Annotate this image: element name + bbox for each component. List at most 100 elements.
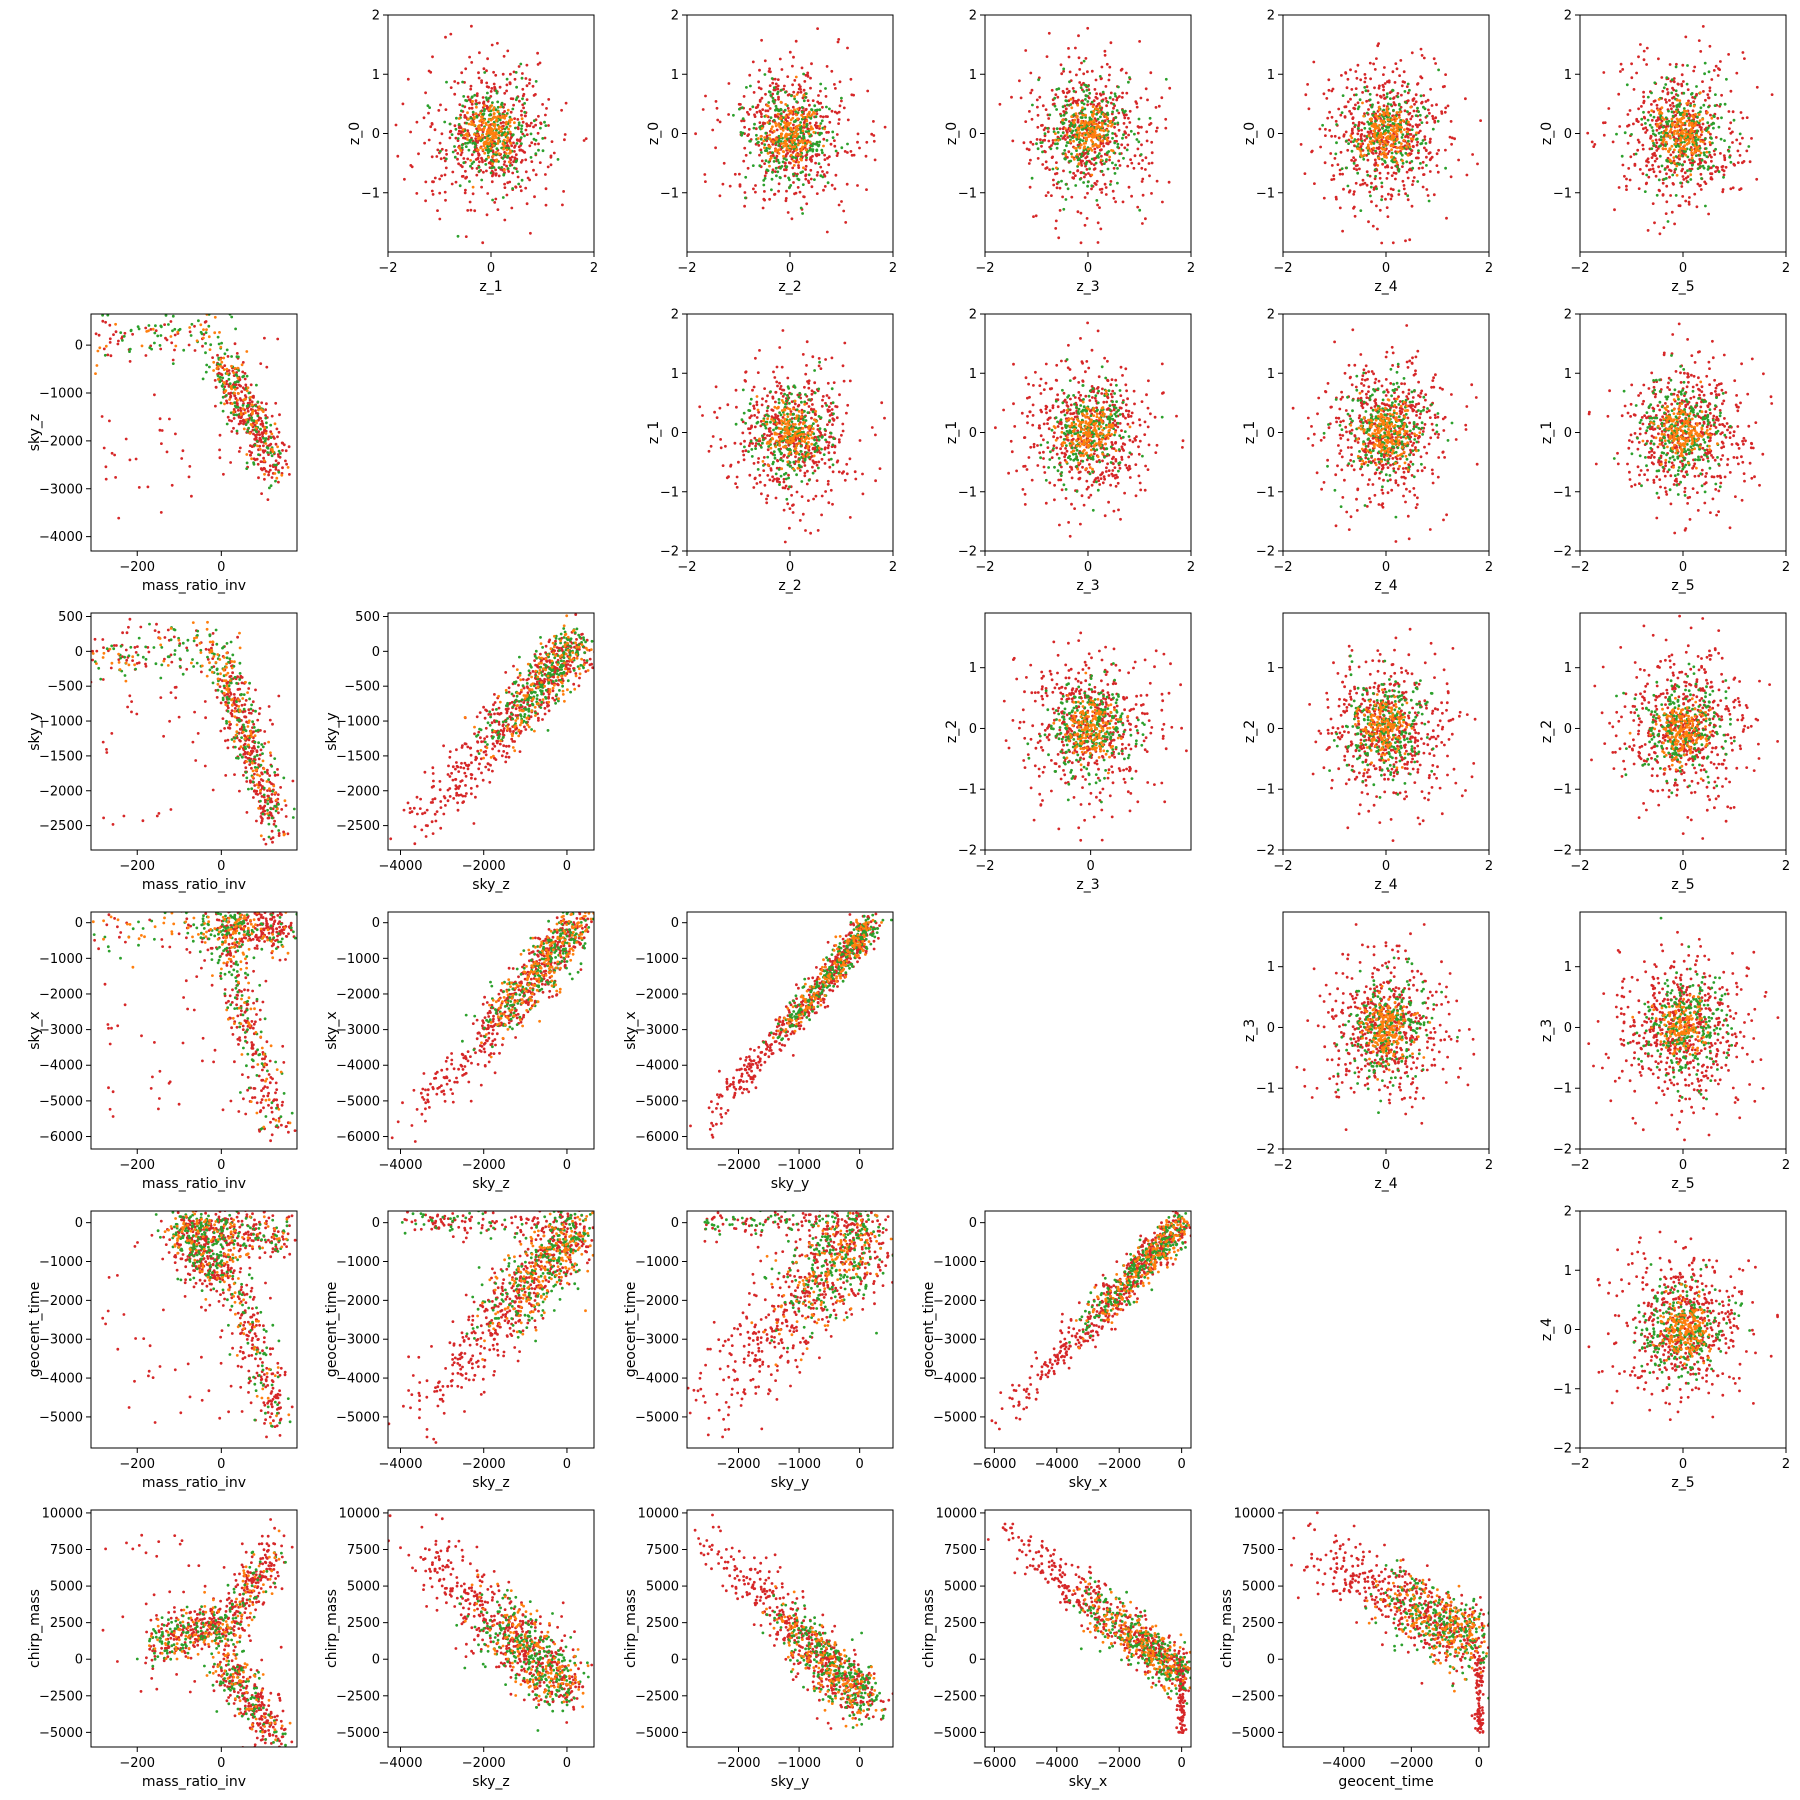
- scatter-point: [1139, 96, 1143, 100]
- scatter-point: [835, 154, 839, 158]
- scatter-point: [801, 129, 805, 133]
- scatter-point: [1326, 116, 1330, 120]
- scatter-point: [258, 444, 262, 448]
- scatter-point: [809, 125, 813, 129]
- scatter-point: [797, 166, 801, 170]
- scatter-point: [796, 117, 799, 121]
- scatter-point: [454, 180, 458, 184]
- scatter-point: [782, 154, 785, 158]
- scatter-point: [784, 142, 788, 146]
- scatter-point: [468, 180, 471, 183]
- scatter-point: [1095, 199, 1099, 202]
- y-tick-label: 0: [969, 127, 977, 142]
- scatter-point: [1661, 140, 1665, 144]
- scatter-point: [1671, 150, 1675, 154]
- scatter-point: [1067, 55, 1071, 59]
- scatter-point: [1083, 107, 1087, 111]
- scatter-point: [1684, 153, 1688, 157]
- scatter-point: [428, 106, 431, 109]
- y-axis-label: z_0: [944, 122, 960, 145]
- scatter-point: [546, 165, 550, 169]
- scatter-point: [457, 132, 460, 136]
- scatter-point: [1092, 135, 1096, 139]
- scatter-point: [1354, 181, 1358, 185]
- scatter-point: [479, 111, 482, 115]
- scatter-point: [752, 187, 755, 191]
- scatter-point: [804, 174, 807, 178]
- scatter-point: [754, 190, 757, 194]
- scatter-point: [1675, 173, 1679, 177]
- scatter-point: [523, 110, 527, 114]
- scatter-point: [1386, 165, 1390, 169]
- scatter-point: [1694, 121, 1698, 124]
- scatter-point: [810, 62, 813, 66]
- scatter-point: [1411, 137, 1415, 141]
- scatter-point: [1684, 176, 1688, 180]
- scatter-point: [1693, 192, 1697, 196]
- scatter-point: [1647, 110, 1651, 114]
- scatter-point: [1398, 110, 1402, 114]
- scatter-point: [1664, 98, 1667, 101]
- scatter-point: [777, 148, 781, 152]
- scatter-point: [1639, 43, 1642, 46]
- scatter-point: [1330, 164, 1334, 167]
- scatter-point: [1684, 129, 1687, 133]
- scatter-point: [1662, 226, 1666, 230]
- scatter-point: [1044, 194, 1048, 198]
- scatter-point: [1723, 102, 1727, 106]
- scatter-point: [1449, 175, 1453, 179]
- scatter-point: [1382, 111, 1386, 114]
- scatter-point: [810, 185, 814, 189]
- scatter-point: [1095, 97, 1099, 100]
- scatter-point: [1411, 125, 1415, 128]
- scatter-points: [394, 24, 588, 245]
- scatter-points: [5, 314, 291, 520]
- scatter-point: [1675, 98, 1679, 102]
- scatter-point: [1331, 87, 1335, 91]
- scatter-point: [846, 46, 849, 50]
- scatter-point: [830, 109, 834, 113]
- scatter-point: [1357, 121, 1361, 124]
- scatter-point: [1137, 117, 1141, 121]
- scatter-point: [783, 174, 787, 178]
- scatter-point: [1699, 172, 1703, 176]
- scatter-point: [1150, 161, 1154, 165]
- scatter-point: [762, 139, 766, 143]
- x-axis-label: z_4: [1374, 279, 1397, 295]
- scatter-point: [1361, 182, 1365, 186]
- scatter-point: [1090, 139, 1093, 142]
- scatter-point: [799, 88, 802, 91]
- scatter-point: [512, 103, 515, 107]
- scatter-point: [1114, 94, 1117, 98]
- scatter-point: [472, 160, 476, 164]
- scatter-point: [5, 343, 8, 346]
- scatter-point: [1403, 109, 1407, 113]
- scatter-point: [772, 118, 776, 122]
- scatter-point: [760, 151, 763, 154]
- scatter-point: [489, 90, 493, 93]
- scatter-point: [465, 121, 468, 125]
- scatter-point: [494, 73, 498, 77]
- scatter-point: [804, 130, 808, 134]
- scatter-point: [1374, 119, 1377, 123]
- scatter-point: [1395, 129, 1398, 133]
- scatter-point: [1041, 104, 1045, 108]
- scatter-point: [472, 123, 476, 127]
- scatter-point: [1345, 166, 1348, 170]
- scatter-point: [1048, 113, 1052, 117]
- scatter-point: [1685, 119, 1689, 123]
- scatter-point: [816, 27, 819, 30]
- scatter-point: [1069, 97, 1073, 101]
- scatter-point: [1164, 117, 1168, 121]
- scatter-point: [1352, 205, 1356, 209]
- scatter-point: [1683, 147, 1687, 151]
- scatter-point: [448, 122, 452, 126]
- scatter-point: [757, 140, 760, 144]
- scatter-point: [785, 132, 788, 136]
- scatter-point: [463, 191, 467, 195]
- scatter-point: [526, 176, 530, 180]
- scatter-point: [252, 396, 255, 399]
- scatter-point: [1391, 70, 1395, 74]
- scatter-point: [1678, 148, 1681, 152]
